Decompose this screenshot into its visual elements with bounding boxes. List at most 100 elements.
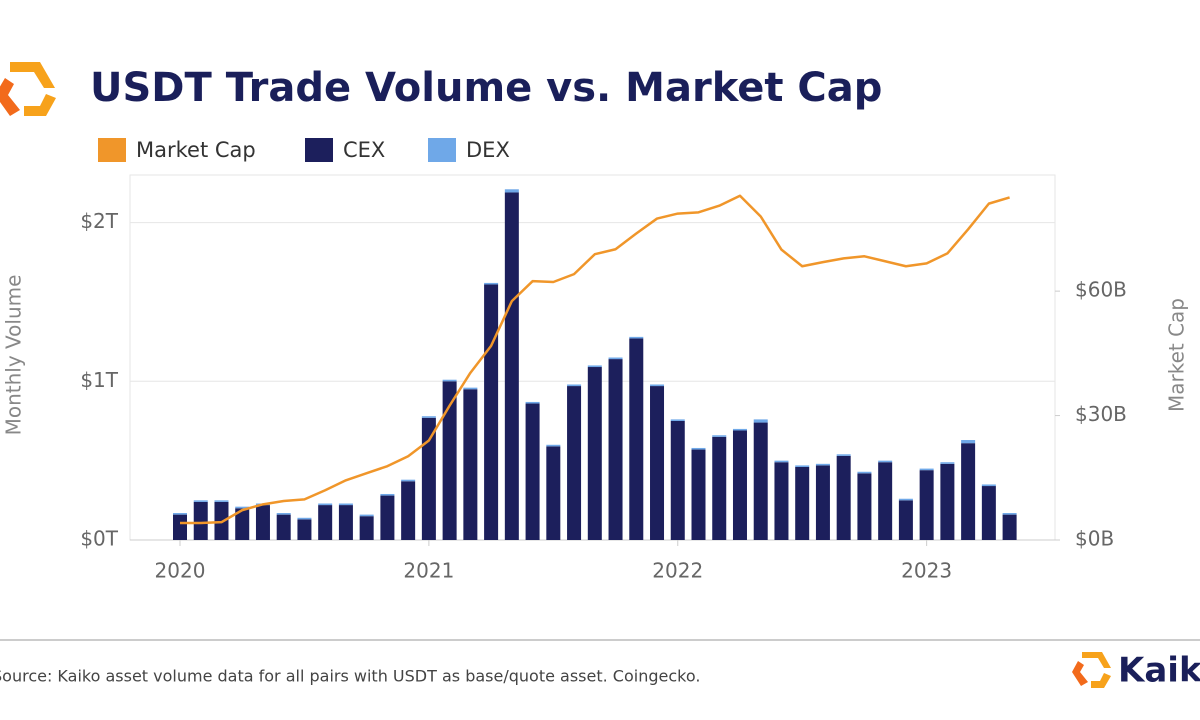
bar	[981, 486, 996, 540]
y-tick-label: $1T	[80, 368, 118, 392]
bar	[587, 365, 602, 368]
bar	[836, 455, 851, 540]
x-tick-label: 2023	[901, 559, 952, 583]
bar	[525, 401, 540, 404]
y-tick-label: $2T	[80, 209, 118, 233]
bar	[297, 517, 312, 520]
bar	[650, 384, 665, 387]
bar	[878, 460, 893, 463]
bar	[484, 284, 499, 540]
y2-tick-label: $0B	[1075, 527, 1114, 551]
bar	[1002, 514, 1017, 540]
y-axis-title: Monthly Volume	[2, 275, 26, 436]
bar	[836, 454, 851, 456]
bar	[878, 462, 893, 540]
bar	[587, 367, 602, 540]
bar	[815, 463, 830, 466]
bar	[318, 503, 333, 506]
bar	[193, 500, 208, 502]
legend-label: CEX	[343, 138, 385, 162]
bar	[961, 440, 976, 444]
bar	[463, 389, 478, 540]
bar	[608, 359, 623, 540]
bar	[898, 500, 913, 540]
bar	[898, 498, 913, 501]
bar	[380, 493, 395, 496]
bar	[276, 514, 291, 540]
bar	[504, 192, 519, 540]
bar	[919, 470, 934, 540]
bar	[753, 419, 768, 423]
bar	[815, 465, 830, 540]
y2-axis-title: Market Cap	[1165, 298, 1189, 412]
legend-swatch	[305, 138, 333, 162]
x-tick-label: 2020	[155, 559, 206, 583]
bar	[732, 430, 747, 540]
bar	[608, 357, 623, 360]
logo	[0, 62, 56, 116]
bar	[1002, 513, 1017, 515]
bar	[484, 282, 499, 285]
bar	[567, 386, 582, 540]
y-tick-label: $0T	[80, 527, 118, 551]
brand-name: Kaiko	[1118, 651, 1200, 691]
bar	[732, 428, 747, 431]
bar	[629, 338, 644, 540]
chart-title: USDT Trade Volume vs. Market Cap	[90, 65, 882, 111]
bar	[670, 419, 685, 421]
bar	[421, 416, 436, 418]
bar	[401, 481, 416, 540]
x-tick-label: 2022	[652, 559, 703, 583]
bar	[546, 446, 561, 540]
line	[180, 194, 1010, 525]
bar	[338, 503, 353, 506]
bar	[857, 473, 872, 540]
bar	[712, 436, 727, 540]
bar	[753, 422, 768, 540]
bar	[193, 501, 208, 540]
bar	[504, 189, 519, 193]
bar	[940, 462, 955, 464]
bar	[940, 463, 955, 540]
bar	[629, 336, 644, 339]
legend-label: DEX	[466, 138, 510, 162]
bar	[235, 508, 250, 540]
bar	[173, 514, 187, 540]
y2-tick-label: $30B	[1075, 402, 1127, 426]
bar	[919, 468, 934, 471]
legend-label: Market Cap	[136, 138, 256, 162]
bar	[421, 417, 436, 540]
bar	[650, 386, 665, 540]
bar	[525, 403, 540, 540]
bar	[338, 505, 353, 540]
bar	[691, 447, 706, 450]
x-tick-label: 2021	[403, 559, 454, 583]
bar	[380, 495, 395, 540]
bar	[359, 516, 374, 540]
bar	[297, 519, 312, 540]
bar	[774, 462, 789, 540]
bar	[214, 500, 229, 502]
bar	[670, 420, 685, 540]
bar	[255, 505, 270, 540]
bar	[691, 449, 706, 540]
bar	[318, 505, 333, 540]
legend-swatch	[98, 138, 126, 162]
legend-swatch	[428, 138, 456, 162]
bar	[981, 484, 996, 487]
bar	[546, 444, 561, 447]
bar	[359, 514, 374, 517]
bar	[795, 465, 810, 467]
bar	[857, 471, 872, 474]
source-note: Source: Kaiko asset volume data for all …	[0, 667, 700, 686]
bar	[173, 513, 187, 515]
bar	[961, 443, 976, 540]
y2-tick-label: $60B	[1075, 278, 1127, 302]
bar	[795, 467, 810, 540]
bar	[276, 513, 291, 515]
brand-logo	[1072, 652, 1111, 688]
bar	[401, 479, 416, 482]
bar	[442, 379, 457, 382]
